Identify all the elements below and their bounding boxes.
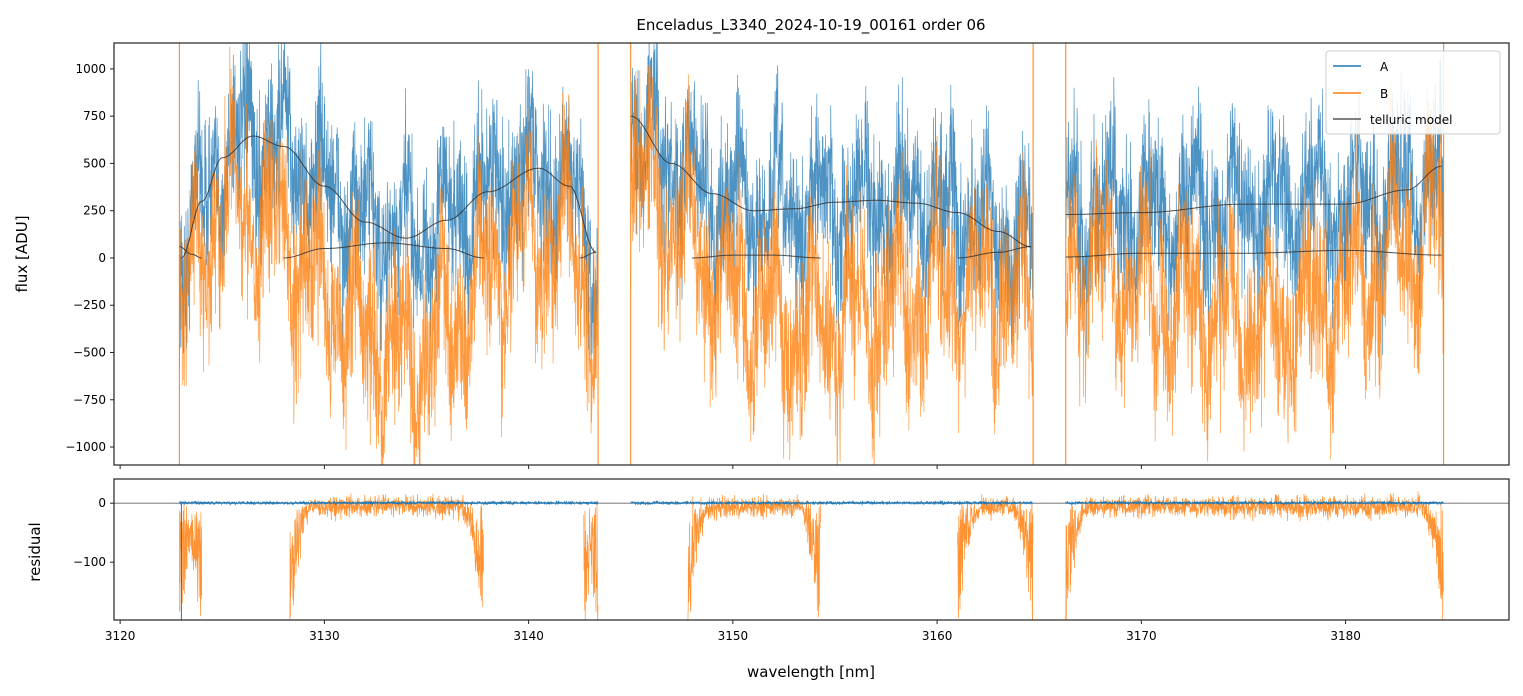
x-tick-label: 3120 xyxy=(105,629,136,643)
residual-y-tick-label: −100 xyxy=(73,555,106,569)
flux-y-label: flux [ADU] xyxy=(13,215,31,292)
telluric-model-line xyxy=(579,251,597,259)
x-tick-label: 3180 xyxy=(1330,629,1361,643)
chart-title: Enceladus_L3340_2024-10-19_00161 order 0… xyxy=(636,16,985,35)
legend: A B telluric model xyxy=(1325,50,1501,135)
telluric-model-line xyxy=(1065,165,1442,215)
residual-y-tick-label: 0 xyxy=(98,496,106,510)
x-tick-label: 3170 xyxy=(1126,629,1157,643)
x-axis-label: wavelength [nm] xyxy=(747,663,875,681)
telluric-model-line xyxy=(179,246,202,259)
x-tick-label: 3150 xyxy=(718,629,749,643)
legend-label-b: B xyxy=(1380,87,1388,101)
legend-label-model: telluric model xyxy=(1370,113,1452,127)
y-tick-label: 0 xyxy=(98,251,106,265)
y-tick-label: 1000 xyxy=(75,62,106,76)
y-tick-label: −250 xyxy=(73,298,106,312)
flux-axes-frame xyxy=(113,42,1510,466)
telluric-model-line xyxy=(181,135,597,259)
spectrum-b-segment xyxy=(630,65,1034,465)
y-tick-label: −1000 xyxy=(65,440,106,454)
spectrum-b-segment xyxy=(179,46,599,465)
residual-b-segment xyxy=(179,504,203,617)
residual-a-segment xyxy=(179,499,599,506)
x-tick-label: 3140 xyxy=(513,629,544,643)
y-tick-label: 750 xyxy=(83,109,106,123)
residual-b-segment xyxy=(1065,491,1444,620)
x-tick-label: 3130 xyxy=(309,629,340,643)
residual-b-segment xyxy=(289,493,484,620)
telluric-model-line xyxy=(1065,249,1442,258)
y-tick-label: −750 xyxy=(73,393,106,407)
telluric-model-line xyxy=(283,242,484,259)
flux-plot-area xyxy=(178,43,1445,465)
residual-b-segment xyxy=(957,494,1034,620)
x-tick-label: 3160 xyxy=(922,629,953,643)
residual-axes-frame xyxy=(113,478,1510,621)
telluric-model-line xyxy=(692,254,821,259)
residual-b-segment xyxy=(583,500,599,620)
residual-a-segment xyxy=(1065,499,1444,506)
y-tick-label: 250 xyxy=(83,204,106,218)
legend-label-a: A xyxy=(1380,60,1389,74)
residual-plot-area xyxy=(114,491,1509,620)
y-tick-label: 500 xyxy=(83,156,106,170)
telluric-model-line xyxy=(957,246,1032,259)
spectrum-b-segment xyxy=(1065,81,1444,462)
residual-y-label: residual xyxy=(26,522,44,581)
y-tick-label: −500 xyxy=(73,346,106,360)
spectrum-a-segment xyxy=(630,43,1034,361)
residual-b-segment xyxy=(687,493,821,620)
residual-a-segment xyxy=(630,499,1034,507)
telluric-model-line xyxy=(630,115,1032,248)
